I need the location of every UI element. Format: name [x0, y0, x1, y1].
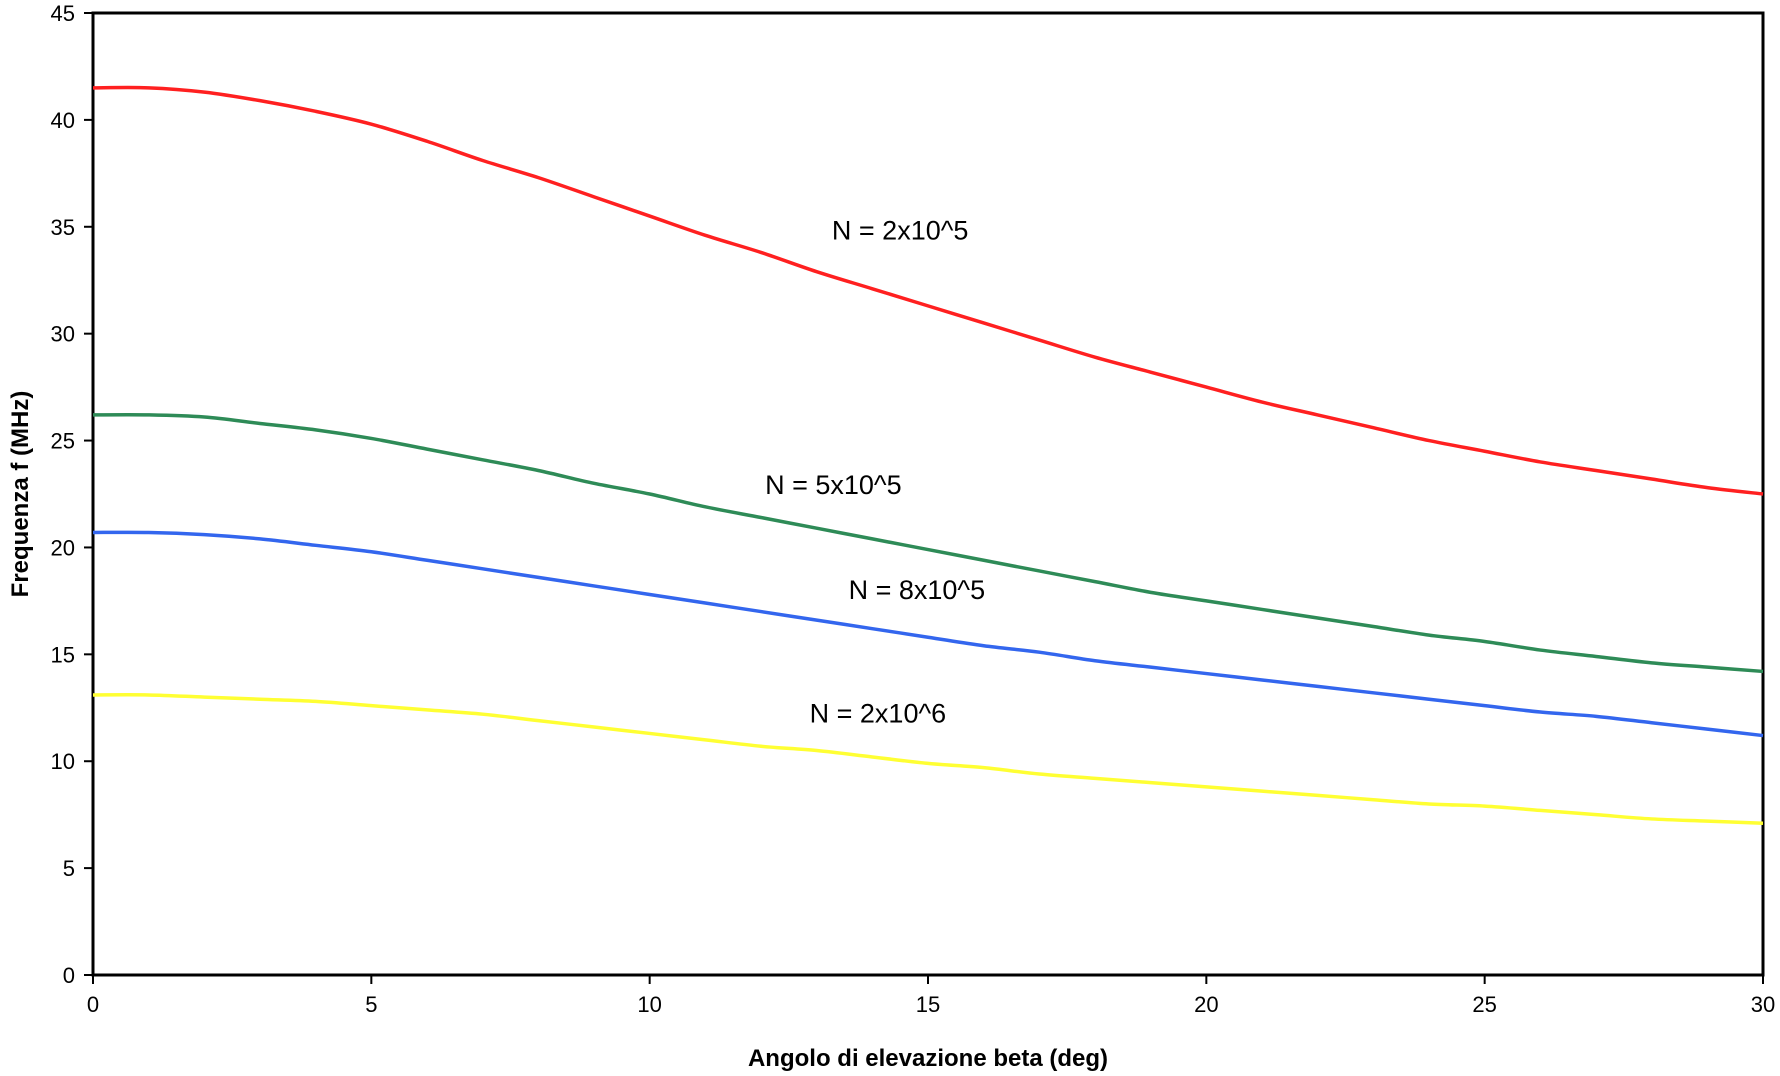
y-tick-label: 10 — [51, 749, 75, 774]
x-tick-label: 10 — [637, 992, 661, 1017]
series-line-1 — [92, 85, 1764, 496]
series-label-3: N = 8x10^5 — [849, 575, 986, 605]
series-line-3 — [92, 530, 1764, 738]
y-tick-label: 5 — [63, 856, 75, 881]
y-tick-label: 40 — [51, 108, 75, 133]
x-tick-label: 20 — [1194, 992, 1218, 1017]
x-tick-label: 25 — [1472, 992, 1496, 1017]
x-tick-label: 15 — [916, 992, 940, 1017]
series-label-2: N = 5x10^5 — [765, 470, 902, 500]
x-tick-label: 5 — [365, 992, 377, 1017]
series-label-1: N = 2x10^5 — [832, 216, 969, 246]
x-tick-label: 0 — [87, 992, 99, 1017]
series-line-2 — [92, 412, 1764, 674]
x-axis: 0 5 10 15 20 25 30 — [87, 975, 1775, 1017]
y-tick-label: 45 — [51, 1, 75, 26]
x-tick-label: 30 — [1751, 992, 1775, 1017]
y-tick-label: 20 — [51, 535, 75, 560]
y-axis: 0 5 10 15 20 25 30 35 40 45 — [51, 1, 93, 988]
y-tick-label: 30 — [51, 322, 75, 347]
series-line-4 — [92, 693, 1764, 825]
y-tick-label: 15 — [51, 642, 75, 667]
y-axis-title: Frequenza f (MHz) — [7, 391, 34, 598]
y-tick-label: 0 — [63, 963, 75, 988]
series-lines — [92, 85, 1764, 825]
y-tick-label: 25 — [51, 429, 75, 454]
x-axis-title: Angolo di elevazione beta (deg) — [748, 1045, 1108, 1072]
plot-area-frame — [91, 11, 1765, 977]
y-tick-label: 35 — [51, 215, 75, 240]
series-label-4: N = 2x10^6 — [810, 699, 947, 729]
series-labels: N = 2x10^5 N = 5x10^5 N = 8x10^5 N = 2x10^6 — [765, 216, 985, 729]
